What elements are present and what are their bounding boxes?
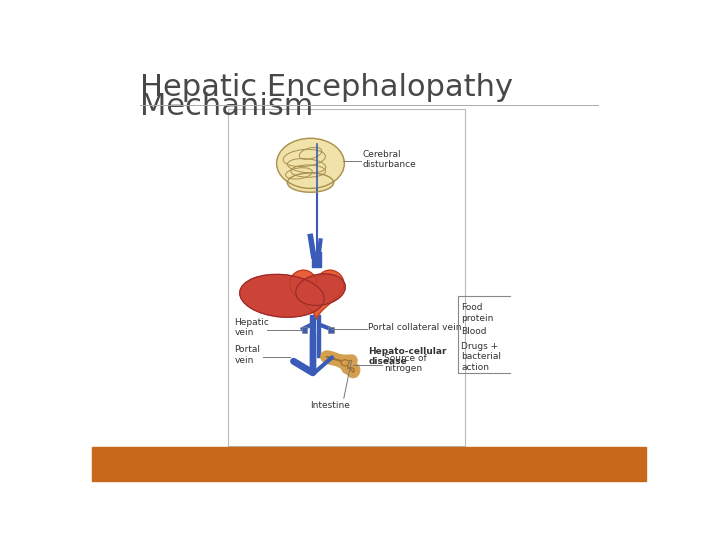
Ellipse shape (240, 274, 324, 317)
Text: Mechanism: Mechanism (140, 92, 313, 121)
Text: Hepatic Encephalopathy: Hepatic Encephalopathy (140, 72, 513, 102)
Bar (328, 327, 333, 333)
Ellipse shape (276, 138, 344, 188)
Polygon shape (289, 270, 343, 319)
Ellipse shape (296, 274, 346, 306)
Text: Source of
nitrogen: Source of nitrogen (384, 354, 426, 373)
Text: Hepatic
vein: Hepatic vein (234, 318, 269, 337)
Text: Hepato-cellular
disease: Hepato-cellular disease (368, 347, 446, 366)
Text: Cerebral
disturbance: Cerebral disturbance (362, 150, 416, 169)
Text: Blood: Blood (462, 327, 487, 335)
Text: Drugs +
bacterial
action: Drugs + bacterial action (462, 342, 501, 372)
Ellipse shape (287, 173, 333, 192)
Text: Food
protein: Food protein (462, 303, 494, 323)
Bar (92, 447, 647, 481)
Ellipse shape (341, 360, 349, 366)
Bar (302, 327, 307, 333)
Text: Portal
vein: Portal vein (234, 346, 260, 365)
Bar (228, 110, 465, 446)
Text: Intestine: Intestine (310, 401, 350, 410)
Text: Portal collateral vein: Portal collateral vein (368, 323, 462, 332)
